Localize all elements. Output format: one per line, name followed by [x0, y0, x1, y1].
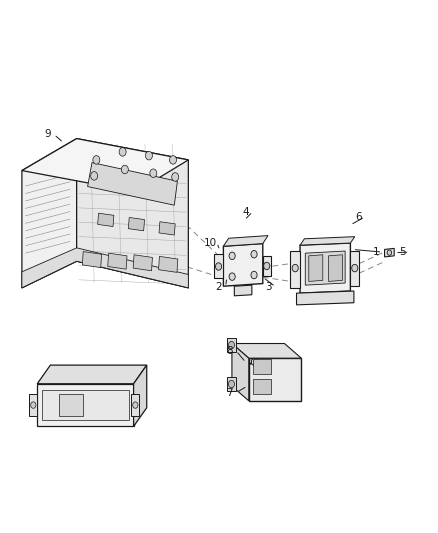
Polygon shape	[133, 255, 152, 271]
Polygon shape	[128, 217, 145, 231]
Circle shape	[170, 156, 177, 164]
Polygon shape	[309, 255, 323, 281]
Polygon shape	[88, 163, 177, 205]
Polygon shape	[29, 394, 37, 416]
Circle shape	[229, 381, 234, 388]
Circle shape	[251, 251, 257, 258]
Circle shape	[264, 262, 270, 270]
Circle shape	[145, 151, 152, 160]
Text: 4: 4	[243, 207, 250, 216]
Text: 1: 1	[372, 247, 379, 257]
Polygon shape	[22, 139, 188, 192]
Polygon shape	[300, 237, 355, 245]
Polygon shape	[297, 291, 354, 305]
Circle shape	[387, 250, 392, 255]
Polygon shape	[37, 365, 147, 384]
Text: 10: 10	[204, 238, 217, 247]
Polygon shape	[223, 244, 263, 286]
Polygon shape	[159, 256, 178, 272]
Circle shape	[119, 148, 126, 156]
Circle shape	[215, 263, 222, 270]
FancyBboxPatch shape	[42, 390, 129, 420]
Polygon shape	[22, 139, 77, 288]
Polygon shape	[328, 255, 343, 281]
Circle shape	[229, 341, 234, 349]
Text: 9: 9	[44, 130, 51, 139]
Polygon shape	[108, 253, 127, 269]
Circle shape	[229, 273, 235, 280]
Polygon shape	[82, 252, 102, 268]
Polygon shape	[37, 384, 134, 426]
Polygon shape	[305, 251, 345, 285]
Circle shape	[121, 165, 128, 174]
Circle shape	[133, 402, 138, 408]
FancyBboxPatch shape	[59, 394, 83, 416]
Polygon shape	[290, 251, 300, 288]
Text: 8: 8	[226, 346, 233, 356]
Polygon shape	[159, 222, 175, 235]
Polygon shape	[214, 254, 223, 278]
Polygon shape	[251, 358, 257, 366]
Circle shape	[91, 172, 98, 180]
Polygon shape	[249, 358, 301, 401]
Polygon shape	[22, 248, 188, 288]
Polygon shape	[227, 376, 237, 391]
Text: 5: 5	[399, 247, 406, 257]
Polygon shape	[223, 236, 268, 246]
Polygon shape	[77, 139, 188, 288]
Circle shape	[229, 252, 235, 260]
Polygon shape	[98, 213, 114, 227]
Polygon shape	[134, 365, 147, 426]
Polygon shape	[300, 243, 350, 293]
Text: 7: 7	[226, 388, 233, 398]
Text: 6: 6	[355, 212, 362, 222]
Circle shape	[292, 264, 298, 272]
Polygon shape	[385, 248, 394, 257]
Polygon shape	[227, 338, 237, 352]
FancyBboxPatch shape	[253, 379, 271, 394]
Circle shape	[31, 402, 36, 408]
Polygon shape	[263, 256, 271, 276]
Text: 2: 2	[215, 282, 223, 292]
Text: 3: 3	[265, 282, 272, 292]
Polygon shape	[232, 343, 249, 401]
FancyBboxPatch shape	[253, 359, 271, 374]
Polygon shape	[232, 343, 301, 358]
Polygon shape	[131, 394, 139, 416]
Circle shape	[150, 169, 157, 177]
Polygon shape	[234, 285, 252, 296]
Circle shape	[251, 271, 257, 279]
Circle shape	[93, 156, 100, 164]
Circle shape	[352, 264, 358, 272]
Circle shape	[172, 173, 179, 181]
Polygon shape	[350, 251, 359, 286]
